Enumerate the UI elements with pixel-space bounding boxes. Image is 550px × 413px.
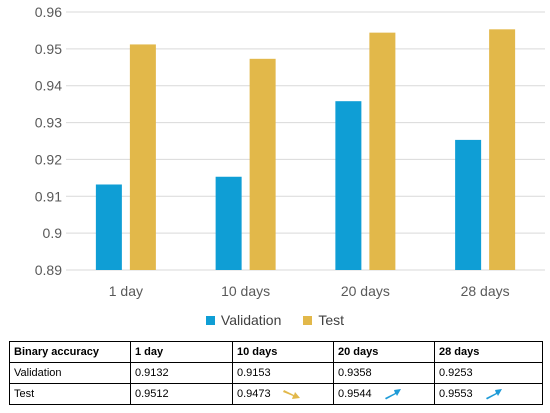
legend-swatch-validation bbox=[205, 315, 215, 325]
bar-chart: 0.89 0.9 0.91 0.92 0.93 0.94 0.95 0.96 1 day 10 … bbox=[35, 4, 545, 299]
bar-test-1 bbox=[249, 58, 276, 271]
legend: Validation Test bbox=[0, 312, 550, 328]
table-cell: 0.9358 bbox=[333, 362, 435, 384]
table-row: Test 0.9512 0.9473 0.9544 0.9553 bbox=[9, 383, 543, 405]
bar-test-0 bbox=[129, 44, 156, 271]
table-cell-value: 0.9553 bbox=[439, 388, 473, 400]
table-cell: 0.9153 bbox=[232, 362, 334, 384]
bar-validation-1 bbox=[215, 176, 242, 270]
table-cell-value: 0.9544 bbox=[338, 388, 372, 400]
bar-test-3 bbox=[489, 29, 516, 270]
y-tick-label: 0.96 bbox=[35, 4, 62, 20]
y-tick-label: 0.9 bbox=[43, 225, 63, 241]
table-header-cell: 28 days bbox=[434, 341, 543, 363]
table-header-cell: 1 day bbox=[130, 341, 233, 363]
x-tick-label: 1 day bbox=[109, 283, 143, 299]
table-cell: 0.9132 bbox=[130, 362, 233, 384]
y-tick-label: 0.91 bbox=[35, 188, 62, 204]
arrow-up-right-icon bbox=[485, 389, 502, 400]
table-header-cell: Binary accuracy bbox=[9, 341, 131, 363]
table-cell: 0.9512 bbox=[130, 383, 233, 405]
y-tick-label: 0.95 bbox=[35, 41, 62, 57]
legend-item-validation: Validation bbox=[205, 312, 282, 328]
table-row: Validation 0.9132 0.9153 0.9358 0.9253 bbox=[9, 362, 543, 384]
table-header-cell: 20 days bbox=[333, 341, 435, 363]
bar-test-2 bbox=[369, 32, 396, 270]
y-tick-label: 0.92 bbox=[35, 151, 62, 167]
y-tick-label: 0.93 bbox=[35, 115, 62, 131]
table-row-label: Validation bbox=[9, 362, 131, 384]
bars bbox=[95, 29, 516, 271]
x-tick-label: 28 days bbox=[461, 283, 510, 299]
table-cell: 0.9253 bbox=[434, 362, 543, 384]
y-tick-label: 0.89 bbox=[35, 262, 62, 278]
bar-validation-0 bbox=[95, 184, 122, 270]
table-header-cell: 10 days bbox=[232, 341, 334, 363]
accuracy-table: Binary accuracy 1 day 10 days 20 days 28… bbox=[9, 341, 543, 405]
table-cell-value: 0.9512 bbox=[135, 388, 169, 400]
bar-validation-2 bbox=[335, 101, 362, 271]
table-cell-value: 0.9473 bbox=[237, 388, 271, 400]
arrow-down-right-icon bbox=[282, 390, 300, 399]
arrow-up-right-icon bbox=[384, 389, 401, 400]
table-cell: 0.9544 bbox=[333, 383, 435, 405]
y-axis-ticks: 0.89 0.9 0.91 0.92 0.93 0.94 0.95 0.96 bbox=[35, 4, 62, 278]
table-row-label: Test bbox=[9, 383, 131, 405]
legend-label-test: Test bbox=[318, 312, 345, 328]
x-tick-label: 20 days bbox=[341, 283, 390, 299]
table-cell: 0.9473 bbox=[232, 383, 334, 405]
table-cell: 0.9553 bbox=[434, 383, 543, 405]
table-header-row: Binary accuracy 1 day 10 days 20 days 28… bbox=[9, 341, 543, 363]
bar-validation-3 bbox=[455, 139, 482, 270]
legend-item-test: Test bbox=[303, 312, 344, 328]
y-tick-label: 0.94 bbox=[35, 78, 62, 94]
legend-swatch-test bbox=[303, 315, 313, 325]
x-axis-ticks: 1 day 10 days 20 days 28 days bbox=[109, 283, 510, 299]
legend-label-validation: Validation bbox=[220, 312, 282, 328]
x-tick-label: 10 days bbox=[221, 283, 270, 299]
